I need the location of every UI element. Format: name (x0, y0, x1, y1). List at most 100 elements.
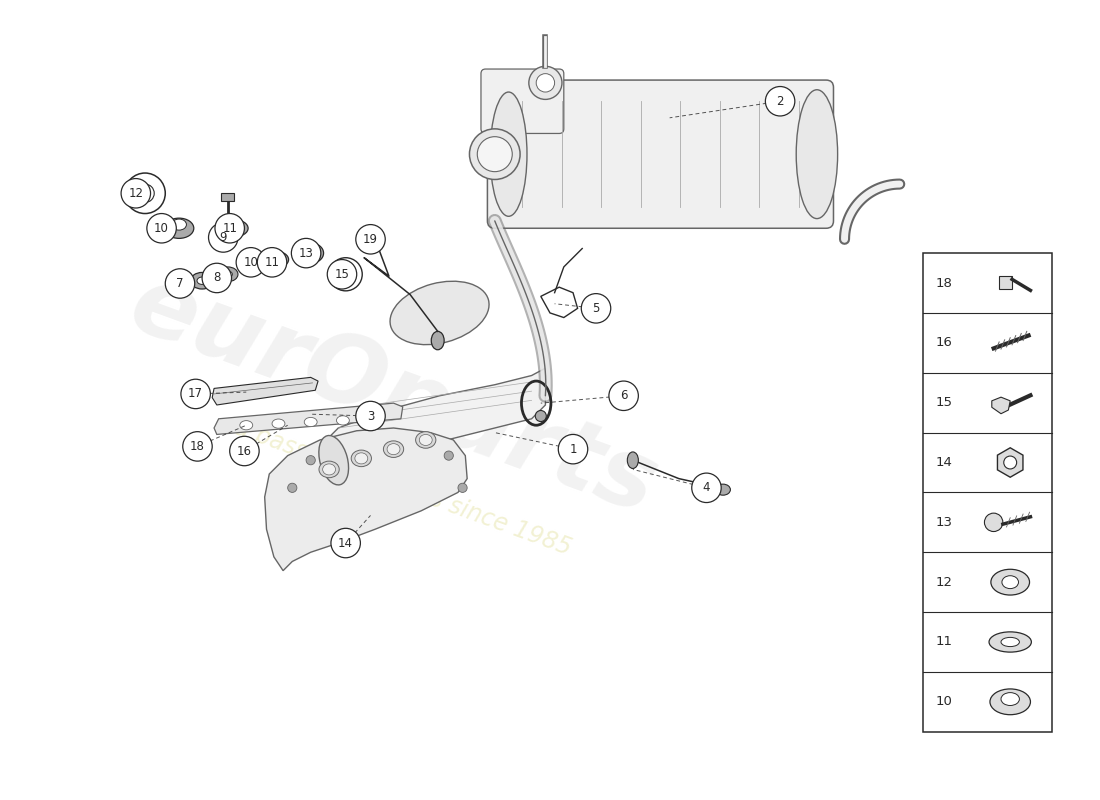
Circle shape (766, 86, 795, 116)
Ellipse shape (190, 273, 213, 289)
Ellipse shape (416, 432, 436, 448)
Ellipse shape (384, 441, 404, 458)
Circle shape (529, 66, 562, 99)
Bar (221, 194, 234, 201)
Ellipse shape (796, 90, 837, 218)
FancyBboxPatch shape (487, 80, 834, 228)
Text: 11: 11 (222, 222, 238, 234)
Circle shape (692, 473, 722, 502)
Ellipse shape (431, 331, 444, 350)
Text: 16: 16 (236, 445, 252, 458)
Polygon shape (931, 750, 1001, 783)
Polygon shape (992, 397, 1010, 414)
Ellipse shape (218, 267, 238, 282)
Text: 13: 13 (299, 246, 314, 260)
Circle shape (304, 246, 318, 261)
Ellipse shape (263, 251, 288, 268)
Circle shape (458, 483, 468, 493)
Text: 9: 9 (220, 231, 227, 244)
Text: 18: 18 (936, 277, 953, 290)
Polygon shape (214, 403, 403, 434)
Ellipse shape (491, 92, 527, 216)
Ellipse shape (298, 243, 323, 263)
Text: 6: 6 (620, 390, 627, 402)
Circle shape (536, 410, 547, 422)
Bar (999, 276, 1012, 289)
Text: 11: 11 (936, 635, 953, 649)
Circle shape (536, 74, 554, 92)
Ellipse shape (322, 464, 335, 475)
Circle shape (328, 259, 356, 289)
Circle shape (581, 294, 611, 323)
Text: 5: 5 (592, 302, 600, 315)
Ellipse shape (368, 414, 382, 423)
Circle shape (329, 258, 362, 291)
Ellipse shape (1002, 576, 1019, 589)
Text: 4: 4 (703, 482, 711, 494)
Ellipse shape (241, 252, 271, 273)
Text: 12: 12 (129, 186, 143, 200)
Text: 1: 1 (570, 442, 576, 456)
Circle shape (331, 528, 361, 558)
Polygon shape (320, 368, 546, 488)
Ellipse shape (305, 418, 317, 426)
Ellipse shape (470, 129, 520, 179)
Circle shape (444, 451, 453, 460)
Ellipse shape (716, 484, 730, 495)
Ellipse shape (351, 450, 372, 466)
Ellipse shape (390, 282, 490, 345)
Text: 7: 7 (176, 277, 184, 290)
Circle shape (355, 225, 385, 254)
Ellipse shape (197, 277, 207, 285)
Ellipse shape (240, 421, 253, 430)
Ellipse shape (990, 689, 1031, 714)
Circle shape (121, 178, 151, 208)
Ellipse shape (271, 256, 282, 263)
Ellipse shape (164, 218, 194, 238)
Text: 17: 17 (188, 387, 204, 401)
Circle shape (984, 513, 1003, 531)
Ellipse shape (223, 271, 232, 278)
Text: a passion for parts since 1985: a passion for parts since 1985 (231, 415, 574, 560)
Circle shape (288, 483, 297, 493)
FancyBboxPatch shape (481, 69, 564, 134)
Ellipse shape (355, 453, 367, 464)
Ellipse shape (319, 461, 339, 478)
Text: eurOparts: eurOparts (118, 258, 670, 534)
Circle shape (165, 269, 195, 298)
Ellipse shape (172, 219, 186, 230)
Text: 10: 10 (936, 695, 953, 708)
Circle shape (147, 214, 176, 243)
Text: 253 02: 253 02 (957, 793, 1018, 800)
Text: 19: 19 (363, 233, 378, 246)
Ellipse shape (319, 435, 349, 485)
Circle shape (257, 247, 287, 277)
Ellipse shape (477, 137, 513, 172)
Circle shape (306, 456, 316, 465)
Text: 3: 3 (366, 410, 374, 422)
Ellipse shape (627, 452, 638, 469)
Polygon shape (265, 428, 468, 570)
Ellipse shape (419, 434, 432, 446)
Text: 14: 14 (936, 456, 953, 469)
Ellipse shape (991, 570, 1030, 595)
Circle shape (355, 402, 385, 430)
Ellipse shape (365, 229, 382, 240)
Text: 13: 13 (936, 516, 953, 529)
Circle shape (230, 436, 260, 466)
Circle shape (209, 222, 238, 252)
Circle shape (214, 214, 244, 243)
Ellipse shape (1001, 693, 1020, 706)
Text: 2: 2 (777, 94, 784, 108)
Ellipse shape (230, 225, 241, 232)
Text: 10: 10 (154, 222, 169, 234)
Text: 12: 12 (936, 576, 953, 589)
Text: 15: 15 (936, 396, 953, 409)
Ellipse shape (387, 444, 400, 454)
Ellipse shape (272, 419, 285, 428)
Polygon shape (212, 378, 318, 405)
Bar (925, 787, 1049, 800)
Circle shape (1004, 456, 1016, 469)
Ellipse shape (249, 253, 263, 264)
Circle shape (236, 247, 265, 277)
